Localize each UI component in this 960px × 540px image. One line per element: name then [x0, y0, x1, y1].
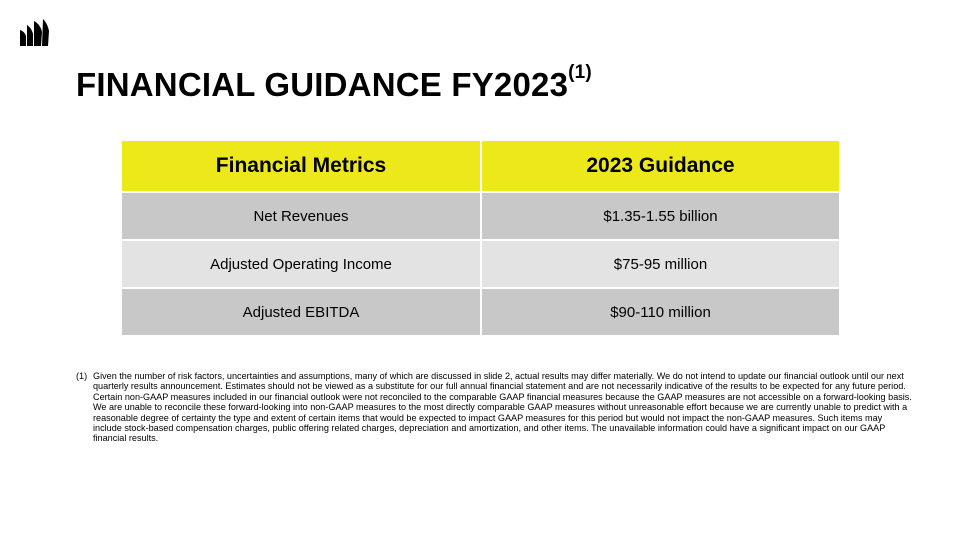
guidance-cell: $1.35-1.55 billion: [480, 191, 841, 241]
table-row: Adjusted Operating Income $75-95 million: [120, 239, 841, 289]
column-header-guidance: 2023 Guidance: [480, 139, 841, 193]
table-header-row: Financial Metrics 2023 Guidance: [120, 139, 841, 193]
metric-cell: Adjusted EBITDA: [120, 287, 482, 337]
corsair-sails-logo-icon: [18, 18, 50, 48]
footnote: (1) Given the number of risk factors, un…: [76, 371, 912, 444]
table-row: Adjusted EBITDA $90-110 million: [120, 287, 841, 337]
title-footnote-marker: (1): [568, 62, 592, 83]
table-row: Net Revenues $1.35-1.55 billion: [120, 191, 841, 241]
footnote-marker: (1): [76, 371, 88, 381]
column-header-metrics: Financial Metrics: [120, 139, 482, 193]
metric-cell: Adjusted Operating Income: [120, 239, 482, 289]
page-title-text: FINANCIAL GUIDANCE FY2023: [76, 66, 569, 103]
guidance-cell: $90-110 million: [480, 287, 841, 337]
guidance-cell: $75-95 million: [480, 239, 841, 289]
page-title: FINANCIAL GUIDANCE FY2023(1): [76, 62, 592, 104]
guidance-table: Financial Metrics 2023 Guidance Net Reve…: [120, 139, 841, 337]
metric-cell: Net Revenues: [120, 191, 482, 241]
footnote-text: Given the number of risk factors, uncert…: [93, 371, 912, 444]
